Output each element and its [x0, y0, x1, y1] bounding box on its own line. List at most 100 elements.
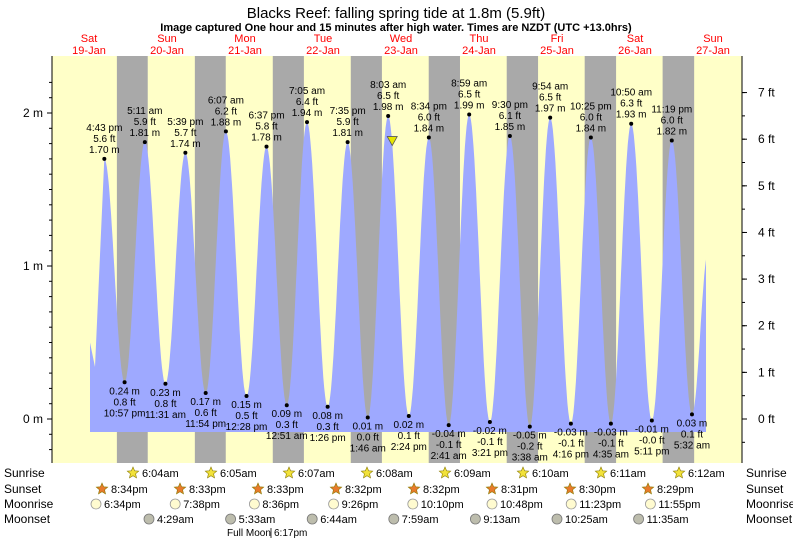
- sunset-time: 8:33pm: [267, 484, 304, 496]
- tide-time-label: 4:16 pm: [553, 450, 589, 461]
- moonset-icon: [551, 513, 563, 525]
- tide-point: [223, 129, 228, 134]
- moonset-icon: [633, 513, 644, 525]
- sunrise-time: 6:10am: [532, 468, 569, 480]
- day-of-week-label: Tue: [314, 33, 333, 45]
- moonrise-time: 10:10pm: [421, 499, 464, 511]
- tide-height-ft-label: -0.1 ft: [558, 439, 584, 450]
- tide-height-ft-label: 5.6 ft: [93, 134, 115, 145]
- moonset-time: 4:29am: [157, 514, 194, 526]
- tide-point: [426, 135, 431, 140]
- sunset-icon: [407, 482, 421, 495]
- tide-point: [487, 420, 492, 425]
- sunrise-icon: [282, 466, 296, 479]
- tide-point: [203, 390, 208, 395]
- tide-point: [406, 413, 411, 418]
- tide-point: [446, 423, 451, 428]
- tide-time-label: 8:34 pm: [411, 101, 447, 112]
- tide-time-label: 10:25 pm: [570, 101, 612, 112]
- tide-time-label: 3:38 am: [512, 453, 548, 464]
- tide-point: [527, 424, 532, 429]
- tide-time-label: 8:03 am: [370, 80, 406, 91]
- sunset-row-label-left: Sunset: [4, 482, 42, 496]
- tide-time-label: 5:32 am: [674, 440, 710, 451]
- moonset-time: 11:35am: [647, 514, 689, 526]
- tide-time-label: 1:46 am: [350, 443, 386, 454]
- sunset-time: 8:32pm: [423, 484, 460, 496]
- tide-height-ft-label: 0.8 ft: [154, 399, 176, 410]
- tide-time-label: 3:21 pm: [472, 448, 508, 459]
- sunset-time: 8:33pm: [189, 484, 226, 496]
- full-moon-time: 6:17pm: [274, 528, 307, 539]
- sunrise-time: 6:05am: [220, 468, 257, 480]
- moonset-row-label-left: Moonset: [4, 512, 51, 526]
- moonrise-icon: [645, 498, 656, 510]
- date-label: 20-Jan: [150, 45, 184, 57]
- tide-height-ft-label: -0.0 ft: [639, 436, 665, 447]
- sunset-icon: [173, 482, 187, 495]
- sunset-icon: [563, 482, 577, 495]
- tide-height-m-label: 1.98 m: [373, 102, 404, 113]
- tide-height-ft-label: 5.9 ft: [337, 117, 359, 128]
- tide-time-label: 12:28 pm: [226, 422, 268, 433]
- tide-height-ft-label: 6.5 ft: [377, 91, 399, 102]
- tide-time-label: 10:50 am: [610, 88, 652, 99]
- tide-height-m-label: 1.70 m: [89, 145, 120, 156]
- tide-time-label: 2:41 am: [431, 451, 467, 462]
- moonset-icon: [469, 513, 481, 525]
- day-of-week-label: Fri: [551, 33, 564, 45]
- chart-title: Blacks Reef: falling spring tide at 1.8m…: [247, 5, 545, 22]
- moonrise-row-label-left: Moonrise: [4, 497, 54, 511]
- right-tick-label: 5 ft: [758, 179, 775, 193]
- tide-height-ft-label: 0.8 ft: [113, 397, 135, 408]
- tide-height-m-label: 0.09 m: [271, 409, 302, 420]
- tide-height-ft-label: 6.5 ft: [539, 93, 561, 104]
- tide-height-m-label: 0.17 m: [190, 397, 221, 408]
- tide-point: [244, 394, 249, 399]
- tide-point: [365, 415, 370, 420]
- tide-time-label: 12:51 am: [266, 431, 308, 442]
- tide-point: [507, 133, 512, 138]
- day-of-week-label: Wed: [390, 33, 412, 45]
- tide-height-ft-label: 0.1 ft: [681, 429, 703, 440]
- right-tick-label: 2 ft: [758, 319, 775, 333]
- tide-height-m-label: -0.01 m: [635, 425, 669, 436]
- left-tick-label: 1 m: [23, 259, 43, 273]
- sunrise-time: 6:11am: [610, 468, 646, 480]
- tide-height-m-label: 0.01 m: [352, 421, 383, 432]
- moonset-icon: [143, 513, 155, 525]
- sunrise-icon: [516, 466, 530, 479]
- tide-time-label: 11:19 pm: [651, 105, 692, 116]
- tide-height-ft-label: -0.1 ft: [436, 440, 462, 451]
- right-tick-label: 1 ft: [758, 365, 775, 379]
- sunset-time: 8:31pm: [501, 484, 538, 496]
- right-tick-label: 0 ft: [758, 412, 775, 426]
- moonrise-icon: [486, 498, 498, 510]
- moonset-row-label-right: Moonset: [746, 512, 793, 526]
- tide-point: [568, 421, 573, 426]
- moonrise-icon: [248, 498, 260, 510]
- moonrise-time: 10:48pm: [500, 499, 543, 511]
- sunrise-time: 6:08am: [376, 468, 413, 480]
- tide-height-m-label: 0.15 m: [231, 400, 262, 411]
- tide-point: [608, 421, 613, 426]
- tide-height-ft-label: 6.0 ft: [418, 112, 440, 123]
- day-of-week-label: Sat: [627, 33, 644, 45]
- date-label: 27-Jan: [696, 45, 730, 57]
- date-label: 19-Jan: [72, 45, 106, 57]
- moonset-icon: [306, 513, 318, 525]
- tide-height-ft-label: 0.1 ft: [398, 431, 420, 442]
- sunset-icon: [641, 482, 655, 495]
- sunrise-time: 6:04am: [142, 468, 179, 480]
- current-time-marker: [386, 136, 398, 147]
- tide-height-m-label: -0.03 m: [594, 428, 628, 439]
- tide-time-label: 7:05 am: [289, 86, 325, 97]
- left-tick-label: 2 m: [23, 106, 43, 120]
- tide-point: [548, 115, 553, 120]
- right-tick-label: 7 ft: [758, 86, 775, 100]
- tide-time-label: 6:37 pm: [248, 111, 284, 122]
- tide-height-m-label: 0.03 m: [677, 418, 708, 429]
- tide-point: [284, 403, 289, 408]
- tide-height-m-label: 1.94 m: [292, 108, 323, 119]
